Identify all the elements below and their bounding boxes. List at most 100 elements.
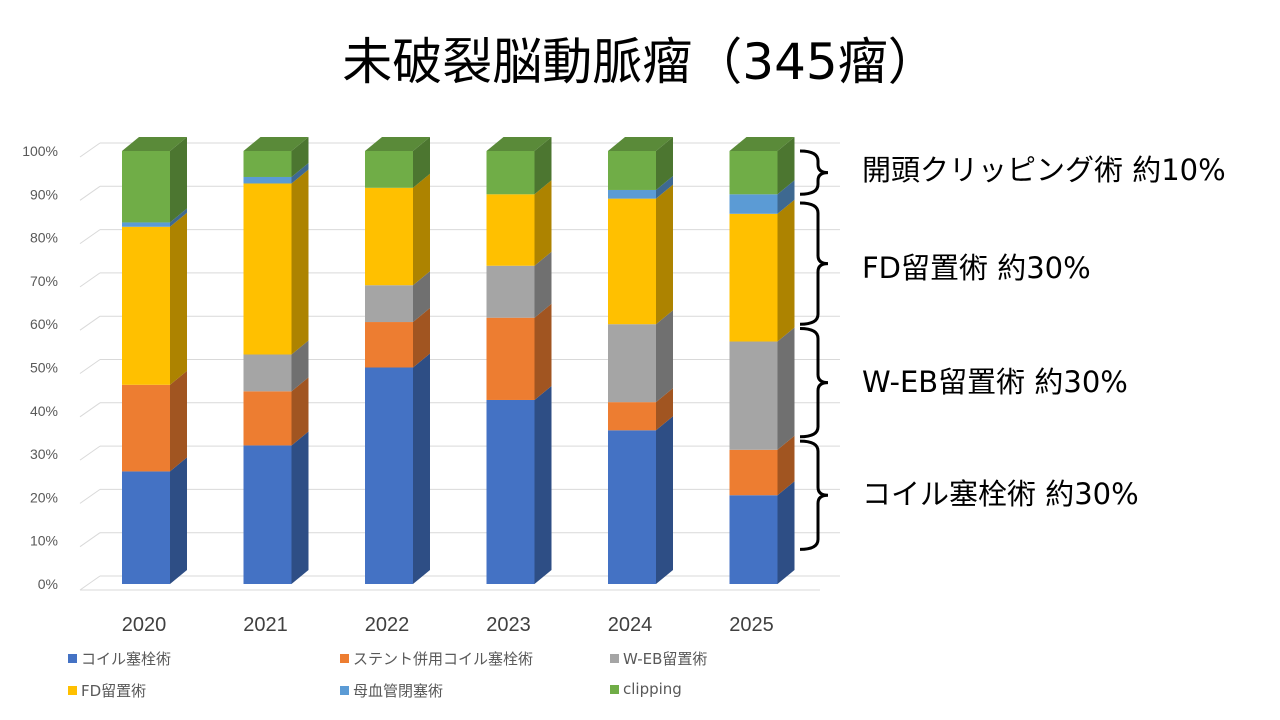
- y-tick-label: 40%: [30, 403, 58, 419]
- gridline-depth: [79, 359, 101, 374]
- bar-segment-side: [656, 388, 673, 431]
- annotation-brace: [799, 327, 829, 439]
- x-tick-label: 2021: [243, 614, 288, 636]
- gridline-depth: [79, 185, 101, 201]
- bar-segment-side: [777, 481, 795, 584]
- bar-segment: [608, 198, 656, 325]
- bar-segment-side: [656, 137, 673, 190]
- bar-segment-side: [777, 137, 795, 195]
- bar-segment: [365, 151, 413, 188]
- bar-segment: [365, 187, 413, 286]
- bar-segment-side: [170, 370, 187, 472]
- x-tick-label: 2025: [729, 614, 774, 636]
- x-tick-label: 2024: [608, 614, 653, 636]
- bar-segment: [608, 324, 656, 403]
- annotation-brace: [799, 149, 829, 196]
- legend-swatch: [610, 684, 619, 694]
- legend-swatch: [340, 654, 349, 663]
- bar-segment: [243, 354, 292, 392]
- bar-segment: [122, 226, 170, 385]
- bar-segment: [486, 399, 535, 584]
- legend-item-clipping: clipping: [610, 680, 682, 698]
- chart-title: 未破裂脳動脈瘤（345瘤）: [342, 33, 938, 91]
- gridline-depth: [79, 402, 101, 418]
- bar-segment: [608, 189, 656, 199]
- bar-segment: [243, 183, 292, 355]
- bar-segment-side: [291, 340, 309, 392]
- bar-segment-top: [122, 137, 187, 151]
- legend-label: ステント併用コイル塞栓術: [353, 650, 534, 668]
- bar-segment: [365, 322, 413, 368]
- y-tick-label: 80%: [30, 230, 58, 246]
- bar-segment: [608, 402, 656, 431]
- y-tick-label: 0%: [38, 576, 58, 592]
- bar-segment: [365, 285, 413, 323]
- bar-segment: [729, 194, 778, 214]
- x-tick-label: 2020: [122, 614, 167, 636]
- bar-segment: [122, 222, 170, 227]
- y-tick-label: 60%: [30, 316, 58, 332]
- legend-swatch: [610, 654, 619, 663]
- bar-segment-side: [291, 431, 309, 584]
- gridline-depth: [79, 272, 101, 288]
- bar-segment: [729, 151, 778, 195]
- bar-segment-top: [729, 137, 795, 151]
- legend-item-web: W-EB留置術: [610, 648, 707, 669]
- bar-segment: [243, 445, 292, 584]
- bar-segment: [486, 194, 535, 266]
- bar-segment-side: [413, 137, 430, 188]
- bar-segment-side: [656, 184, 673, 325]
- bar-segment-top: [365, 137, 430, 151]
- legend-item-coil: コイル塞栓術: [68, 648, 171, 669]
- gridline-depth: [79, 532, 101, 548]
- gridline-depth: [79, 445, 101, 461]
- bar-segment-side: [534, 303, 552, 400]
- bar-segment-side: [291, 169, 309, 355]
- bar-segment: [243, 176, 292, 184]
- bar-segment-side: [534, 180, 552, 266]
- y-tick-label: 10%: [30, 533, 58, 549]
- gridline-depth: [79, 575, 101, 591]
- annotation-brace: [799, 439, 829, 551]
- bar-segment: [729, 213, 778, 342]
- legend-item-pao: 母血管閉塞術: [340, 680, 443, 701]
- bar-segment: [729, 341, 778, 450]
- bar-segment-side: [170, 212, 187, 385]
- legend-swatch: [68, 686, 77, 695]
- bar-segment-side: [534, 385, 552, 584]
- x-tick-label: 2023: [486, 614, 531, 636]
- bar-segment-side: [170, 137, 187, 223]
- legend-label: 母血管閉塞術: [353, 682, 444, 700]
- bar-segment-side: [656, 175, 673, 199]
- bar-segment: [729, 495, 778, 584]
- y-tick-label: 30%: [30, 446, 58, 462]
- bar-segment-side: [777, 327, 795, 450]
- bar-segment-side: [534, 251, 552, 318]
- bar-segment: [122, 151, 170, 223]
- legend-swatch: [68, 654, 77, 663]
- gridline-depth: [79, 142, 101, 158]
- legend-swatch: [340, 686, 349, 695]
- bar-segment-top: [486, 137, 552, 151]
- bar-segment: [365, 367, 413, 584]
- y-tick-label: 100%: [22, 143, 58, 159]
- bar-segment: [486, 151, 535, 195]
- bar-segment: [243, 391, 292, 446]
- gridline-depth: [79, 229, 101, 245]
- bar-segment-side: [291, 377, 309, 446]
- bar-segment-side: [291, 162, 309, 184]
- bar-segment-side: [534, 137, 552, 195]
- bar-segment-side: [413, 271, 430, 323]
- bar-segment: [608, 430, 656, 584]
- legend-label: FD留置術: [81, 682, 147, 700]
- bar-segment-side: [656, 310, 673, 403]
- bar-segment-side: [777, 199, 795, 342]
- bar-segment: [486, 265, 535, 318]
- annotation-brace: [799, 201, 829, 326]
- y-tick-label: 70%: [30, 273, 58, 289]
- bar-segment: [243, 151, 292, 177]
- annotation-web: W-EB留置術 約30%: [862, 365, 1128, 399]
- bar-segment-side: [777, 180, 795, 214]
- bar-segment: [122, 471, 170, 584]
